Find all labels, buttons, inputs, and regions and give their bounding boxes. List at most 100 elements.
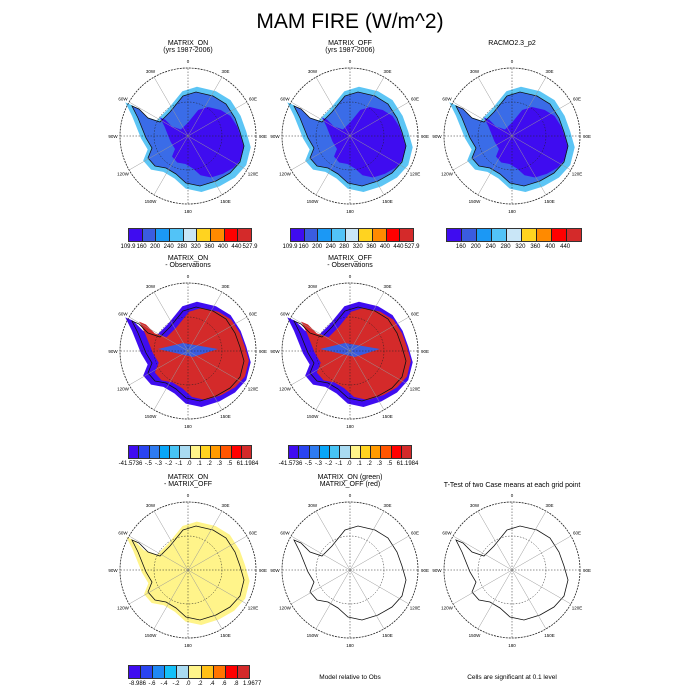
lon-label: 30E: [221, 284, 229, 289]
meridian: [349, 569, 410, 605]
lon-label: 30E: [221, 69, 229, 74]
map-boundary: [119, 67, 257, 205]
lon-label: 0: [187, 59, 190, 64]
meridian: [349, 510, 385, 571]
colorbar-swatch: [177, 666, 190, 678]
map-boundary: [281, 501, 419, 639]
colorbar-swatch: [159, 446, 170, 458]
colorbar-swatch: [183, 229, 198, 241]
meridian: [153, 291, 189, 352]
colorbar-swatch: [180, 446, 191, 458]
colorbar-swatch: [319, 446, 330, 458]
colorbar-swatch: [237, 666, 249, 678]
colorbar-label: .6: [221, 681, 227, 687]
meridian: [315, 510, 351, 571]
colorbar-label: .8: [233, 681, 239, 687]
lon-label: 60E: [573, 531, 581, 536]
lon-label: 120E: [572, 172, 583, 177]
lon-label: 150E: [382, 414, 393, 419]
colorbar-label: .5: [387, 461, 393, 467]
colorbar-label: 400: [545, 244, 556, 250]
panel-title-line: MATRIX_OFF: [328, 255, 372, 262]
meridian: [187, 535, 248, 571]
panel-title: RACMO2.3_p2: [412, 40, 612, 47]
coastline: [455, 91, 569, 187]
lon-label: 60W: [118, 97, 128, 102]
lon-label: 120W: [117, 606, 130, 611]
lon-label: 120W: [279, 172, 292, 177]
lon-label: 0: [511, 493, 514, 498]
colorbar-swatch: [238, 229, 252, 241]
colorbar-swatch: [477, 229, 492, 241]
meridian: [315, 569, 351, 630]
colorbar-label: 61.1984: [236, 461, 259, 467]
colorbar-swatch: [318, 229, 333, 241]
colorbar-swatch: [552, 229, 567, 241]
lon-label: 30W: [308, 284, 318, 289]
meridian: [349, 535, 410, 571]
colorbar-swatch: [537, 229, 552, 241]
meridian: [315, 350, 351, 411]
polar-map: 0 30E 60E 90E 120E 150E 180 150W 120W 90W 60W 30W: [432, 493, 591, 648]
lon-label: 90W: [108, 134, 118, 139]
lon-label: 150W: [145, 633, 158, 638]
meridian: [290, 350, 351, 386]
colorbar-swatch: [330, 446, 341, 458]
lon-label: 30E: [383, 503, 391, 508]
panel-title: MATRIX_ON (green) MATRIX_OFF (red): [250, 474, 450, 488]
colorbar-label: .4: [209, 681, 215, 687]
lon-label: 180: [184, 209, 192, 214]
colorbar-label: -.1: [335, 461, 343, 467]
colorbar-label: -41.5736: [118, 461, 143, 467]
colorbar-label: -.2: [172, 681, 180, 687]
lon-label: 150E: [544, 199, 555, 204]
meridian: [349, 569, 385, 630]
colorbar-swatch: [213, 666, 226, 678]
panel-title-line: (yrs 1987-2006): [325, 47, 375, 54]
colorbar-swatch: [400, 229, 414, 241]
lon-label: 0: [511, 59, 514, 64]
figure-title: MAM FIRE (W/m^2): [256, 10, 444, 33]
colorbar-label: 280: [339, 244, 350, 250]
colorbar-label: 109.9: [120, 244, 136, 250]
lon-label: 30E: [545, 503, 553, 508]
meridian: [452, 569, 513, 605]
lon-label: 90E: [421, 134, 429, 139]
colorbar-swatch: [129, 666, 142, 678]
lon-label: 120E: [248, 606, 259, 611]
panel-title-line: T-Test of two Case means at each grid po…: [443, 482, 581, 489]
meridian: [349, 350, 385, 411]
colorbar-label: 200: [312, 244, 323, 250]
fill-inner: [322, 107, 406, 178]
colorbar-swatch: [231, 446, 242, 458]
lon-label: 30W: [146, 503, 156, 508]
meridian: [187, 569, 223, 630]
meridian: [452, 135, 513, 171]
colorbar-swatch: [373, 229, 387, 241]
lon-label: 120W: [117, 387, 130, 392]
colorbar-label: 360: [530, 244, 541, 250]
colorbar: [128, 665, 250, 679]
colorbar-swatch: [304, 229, 319, 241]
meridian: [477, 135, 513, 196]
meridian: [187, 569, 248, 605]
polar-map: 0 30E 60E 90E 120E 150E 180 150W 120W 90W 60W 30W: [108, 493, 267, 648]
lon-label: 180: [346, 209, 354, 214]
meridian: [349, 316, 410, 352]
lon-label: 150W: [145, 414, 158, 419]
colorbar-label: .1: [356, 461, 362, 467]
lon-label: 90W: [270, 568, 280, 573]
colorbar: [288, 445, 412, 459]
colorbar-swatch: [189, 666, 202, 678]
fill-inner: [484, 107, 568, 178]
lon-label: 60W: [280, 312, 290, 317]
lon-label: 120W: [117, 172, 130, 177]
panel-title-line: MATRIX_ON: [167, 474, 209, 481]
lon-label: 90E: [259, 568, 267, 573]
meridian: [349, 135, 410, 171]
map-boundary: [281, 67, 419, 205]
colorbar-label: .3: [216, 461, 223, 467]
meridian: [511, 101, 572, 137]
colorbar-swatch: [165, 666, 178, 678]
colorbar-label: 160: [455, 244, 466, 250]
